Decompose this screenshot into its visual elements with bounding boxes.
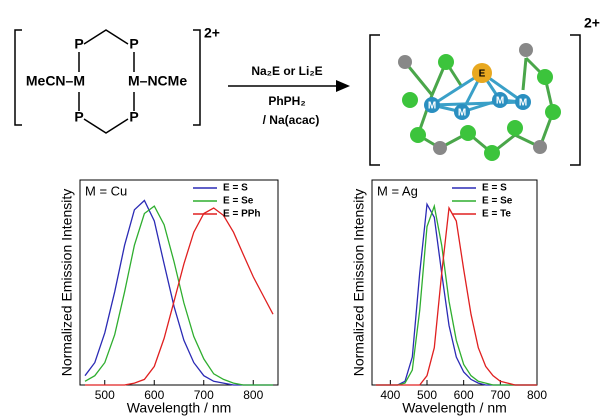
carbon: [398, 55, 412, 69]
atom-label: M–NCMe: [128, 73, 187, 89]
y-axis-label: Normalized Emission Intensity: [59, 189, 75, 377]
annotation: M = Cu: [85, 183, 127, 198]
legend-label: E = PPh: [223, 209, 261, 220]
carbon: [433, 141, 447, 155]
legend-label: E = Te: [482, 209, 511, 220]
atom-label: P: [129, 36, 138, 52]
carbon: [533, 140, 547, 154]
bond: [84, 30, 128, 133]
x-axis-label: Wavelength / nm: [127, 400, 232, 416]
bracket: [193, 30, 200, 125]
atom-label: M: [519, 98, 527, 109]
atom-label: M: [458, 108, 466, 119]
x-tick-label: 500: [95, 388, 115, 402]
product: [370, 35, 580, 165]
atom-label: MeCN–M: [26, 73, 85, 89]
x-tick-label: 800: [527, 388, 547, 402]
annotation: M = Ag: [377, 183, 418, 198]
x-axis-label: Wavelength / nm: [402, 400, 507, 416]
bracket: [15, 30, 22, 125]
bracket: [370, 35, 580, 165]
charge: 2+: [204, 25, 220, 41]
bond: [79, 52, 134, 111]
legend-label: E = S: [223, 183, 248, 194]
reagent: PhPH₂: [268, 94, 305, 108]
series-line: [376, 204, 537, 385]
reagent: / Na(acac): [263, 113, 320, 127]
x-tick-label: 800: [243, 388, 263, 402]
series-line: [85, 201, 273, 386]
atom-label: E: [479, 69, 486, 80]
charge: 2+: [584, 15, 600, 31]
legend-label: E = Se: [223, 196, 254, 207]
atom-label: M: [496, 96, 504, 107]
atom-label: P: [74, 36, 83, 52]
atom-label: P: [129, 109, 138, 125]
atom-label: P: [74, 109, 83, 125]
x-tick-label: 400: [380, 388, 400, 402]
legend-label: E = S: [482, 183, 507, 194]
y-axis-label: Normalized Emission Intensity: [351, 189, 367, 377]
figure: P P P P MeCN–M M–NCMe 2+ Na₂E or Li₂E Ph…: [0, 0, 613, 416]
reagent: Na₂E or Li₂E: [251, 64, 322, 78]
plot-frame: [372, 180, 537, 385]
arrow: [228, 80, 350, 92]
arrow-head: [336, 80, 350, 92]
carbon: [519, 43, 533, 57]
atom-label: M: [428, 101, 436, 112]
legend-label: E = Se: [482, 196, 513, 207]
